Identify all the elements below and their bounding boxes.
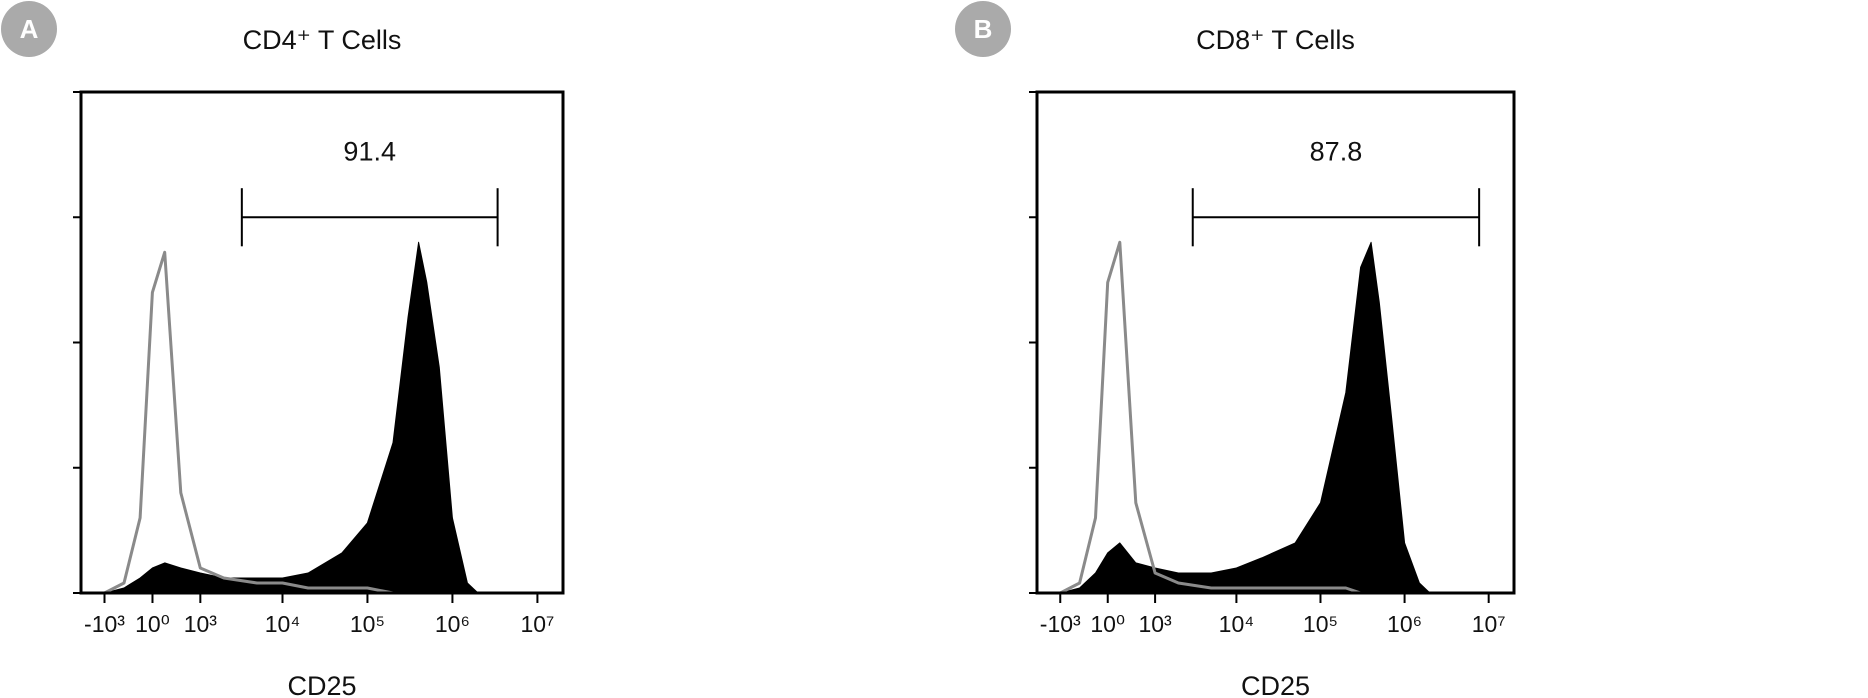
- histogram-area: [104, 241, 513, 594]
- plot-frame: [1035, 90, 1516, 595]
- x-tick-label: -10³: [84, 611, 125, 637]
- panel-letter: B: [974, 14, 993, 44]
- histogram-area: [1059, 241, 1464, 594]
- x-tick-label: -10³: [1040, 611, 1081, 637]
- x-tick-label: 10⁰: [1090, 611, 1125, 637]
- chart-title: CD8⁺ T Cells: [1196, 25, 1355, 55]
- x-tick-label: 10⁶: [1387, 611, 1422, 637]
- x-tick-label: 10⁷: [1472, 611, 1506, 637]
- gate-percent: 91.4: [343, 137, 396, 167]
- panel-badge: [955, 1, 1011, 57]
- gate-percent: 87.8: [1310, 137, 1363, 167]
- x-tick-label: 10⁶: [435, 611, 470, 637]
- x-tick-label: 10³: [1138, 611, 1172, 637]
- chart-title: CD4⁺ T Cells: [243, 25, 402, 55]
- x-tick-label: 10⁷: [520, 611, 554, 637]
- x-tick-label: 10⁴: [265, 611, 300, 637]
- x-tick-label: 10⁵: [350, 611, 385, 637]
- x-tick-label: 10³: [184, 611, 218, 637]
- plot-frame: [79, 90, 565, 595]
- x-tick-label: 10⁵: [1303, 611, 1338, 637]
- x-axis-label: CD25: [1241, 671, 1310, 698]
- panel-letter: A: [20, 14, 39, 44]
- x-axis-label: CD25: [287, 671, 356, 698]
- x-tick-label: 10⁰: [135, 611, 170, 637]
- panel-badge: [1, 1, 57, 57]
- x-tick-label: 10⁴: [1219, 611, 1254, 637]
